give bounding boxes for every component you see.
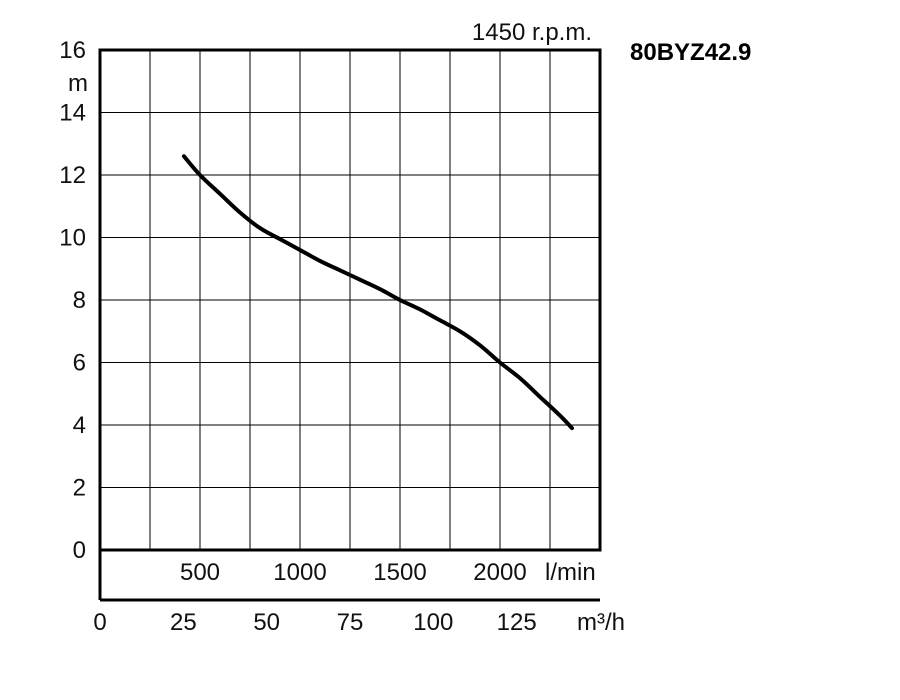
x-tick-label-m3h: 50 xyxy=(253,609,280,636)
x-tick-labels-m3h: 0 25 50 75 100 125 xyxy=(93,609,536,636)
x-tick-label-m3h: 0 xyxy=(93,609,106,636)
x-axis-unit-lpm: l/min xyxy=(545,559,596,586)
x-axis-unit-m3h: m³/h xyxy=(577,609,625,636)
x-tick-label-lpm: 500 xyxy=(180,559,220,586)
y-tick-label: 6 xyxy=(73,350,86,377)
y-tick-label: 12 xyxy=(59,162,86,189)
y-tick-label: 8 xyxy=(73,287,86,314)
x-tick-label-m3h: 100 xyxy=(413,609,453,636)
plot-border xyxy=(98,48,602,552)
chart-subtitle-rpm: 1450 r.p.m. xyxy=(472,19,592,46)
chart-title-model: 80BYZ42.9 xyxy=(630,39,751,66)
plot-frame xyxy=(98,48,602,602)
grid xyxy=(100,50,600,550)
y-tick-label: 2 xyxy=(73,475,86,502)
y-tick-label: 4 xyxy=(73,412,86,439)
y-axis-unit-label: m xyxy=(68,70,88,97)
x-tick-label-lpm: 1000 xyxy=(273,559,326,586)
x-tick-label-lpm: 1500 xyxy=(373,559,426,586)
x-tick-labels-lpm: 500 1000 1500 2000 xyxy=(180,559,527,586)
x-tick-label-m3h: 125 xyxy=(497,609,537,636)
x-tick-label-m3h: 75 xyxy=(337,609,364,636)
x-tick-label-lpm: 2000 xyxy=(473,559,526,586)
head-flow-curve xyxy=(182,154,574,431)
x-tick-label-m3h: 25 xyxy=(170,609,197,636)
y-tick-label: 0 xyxy=(73,537,86,564)
y-tick-label: 14 xyxy=(59,100,86,127)
y-tick-label: 10 xyxy=(59,225,86,252)
y-tick-labels: 0 2 4 6 8 10 12 14 16 xyxy=(59,37,86,564)
y-tick-label: 16 xyxy=(59,37,86,64)
